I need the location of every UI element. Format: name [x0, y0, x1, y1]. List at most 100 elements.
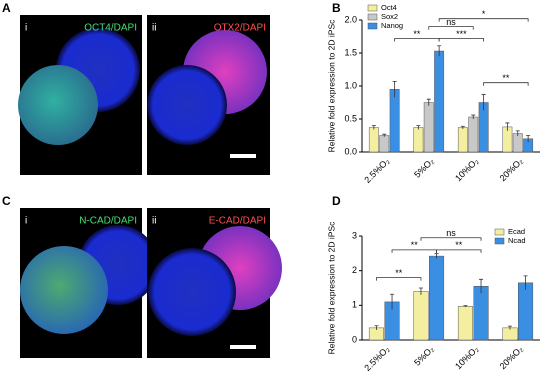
panel-letter: B [332, 1, 341, 15]
spheroid [18, 65, 98, 145]
y-tick-label: 0 [352, 334, 357, 344]
significance-bracket [391, 249, 437, 253]
stain-label: OCT4/DAPI [84, 23, 137, 34]
significance-bracket [438, 18, 529, 22]
spheroid [20, 246, 108, 334]
panel-letter: D [332, 194, 341, 208]
error-bar [471, 114, 476, 119]
error-bar [526, 135, 531, 143]
y-tick-label: 1.5 [344, 47, 357, 57]
error-bar [507, 325, 512, 330]
significance-bracket [428, 26, 474, 30]
x-tick-label: 2.5%O₂ [362, 156, 391, 185]
panel-a: A i OCT4/DAPI ii OTX2/DAPI [2, 1, 270, 175]
legend-swatch [367, 4, 378, 12]
bar [429, 255, 445, 341]
significance-label: *** [456, 29, 467, 39]
error-bar [371, 125, 376, 130]
legend-label: Oct4 [381, 3, 397, 12]
significance-label: ** [411, 240, 419, 250]
bar [502, 327, 518, 341]
y-tick-label: 0.0 [344, 146, 357, 156]
error-bar [374, 325, 379, 330]
bar [423, 102, 434, 153]
legend-swatch [367, 22, 378, 30]
error-bar [390, 293, 395, 310]
bar [434, 50, 445, 153]
significance-label: ns [446, 228, 456, 238]
error-bar [505, 122, 510, 131]
bar [413, 127, 424, 153]
y-tick-label: 2 [352, 265, 357, 275]
x-tick-label: 5%O₂ [412, 156, 436, 180]
legend-label: Nanog [381, 21, 403, 30]
error-bar [426, 98, 431, 106]
error-bar [479, 278, 484, 294]
scale-bar [230, 154, 256, 158]
image-index: i [25, 23, 27, 34]
error-bar [437, 45, 442, 57]
bar [413, 291, 429, 341]
panel-letter: A [2, 1, 11, 15]
significance-label: ** [502, 73, 510, 83]
scale-bar [230, 345, 256, 349]
bar [379, 135, 390, 153]
y-tick-label: 1.0 [344, 80, 357, 90]
significance-bracket [420, 237, 482, 241]
significance-label: ** [395, 268, 403, 278]
image-index: i [25, 216, 27, 227]
significance-bracket [436, 249, 482, 253]
x-tick-label: 5%O₂ [412, 344, 436, 368]
error-bar [460, 125, 465, 129]
error-bar [463, 305, 468, 308]
error-bar [434, 253, 439, 259]
bar [389, 89, 400, 153]
x-tick-label: 2.5%O₂ [362, 344, 391, 373]
y-tick-label: 2.0 [344, 14, 357, 24]
error-bar [392, 80, 397, 98]
image-index: ii [152, 216, 156, 227]
legend-swatch [494, 237, 505, 245]
error-bar [523, 275, 528, 290]
error-bar [382, 133, 387, 137]
significance-label: ns [446, 17, 456, 27]
panel-letter: C [2, 194, 11, 208]
y-tick-label: 3 [352, 230, 357, 240]
significance-label: * [482, 9, 486, 19]
bar [468, 116, 479, 153]
stain-label: N-CAD/DAPI [79, 216, 137, 227]
x-tick-label: 10%O₂ [453, 156, 481, 184]
error-bar [416, 125, 421, 130]
spheroid [147, 65, 227, 145]
y-tick-label: 1 [352, 300, 357, 310]
significance-bracket [376, 277, 422, 281]
significance-bracket [394, 38, 440, 42]
legend-label: Ecad [508, 227, 525, 236]
image-index: ii [152, 23, 156, 34]
bar [512, 133, 523, 153]
bar [457, 127, 468, 153]
significance-bracket [438, 38, 485, 42]
bar [368, 127, 379, 153]
x-tick-label: 10%O₂ [453, 344, 481, 372]
legend-swatch [367, 13, 378, 21]
error-bar [481, 94, 486, 111]
legend-swatch [494, 228, 505, 236]
bar [473, 286, 489, 341]
error-bar [418, 287, 423, 295]
stain-label: E-CAD/DAPI [209, 216, 266, 227]
significance-label: ** [413, 29, 421, 39]
legend-label: Sox2 [381, 12, 398, 21]
bar [457, 306, 473, 341]
y-axis-label: Relative fold expression to 2D iPSc [326, 19, 336, 153]
x-tick-label: 20%O₂ [498, 344, 526, 372]
panel-c: C i N-CAD/DAPI ii E-CAD/DAPI [2, 194, 282, 358]
x-tick-label: 20%O₂ [498, 156, 526, 184]
legend-label: Ncad [508, 236, 526, 245]
bar [518, 282, 534, 341]
stain-label: OTX2/DAPI [214, 23, 266, 34]
y-tick-label: 0.5 [344, 113, 357, 123]
significance-label: ** [455, 240, 463, 250]
significance-bracket [483, 82, 529, 86]
